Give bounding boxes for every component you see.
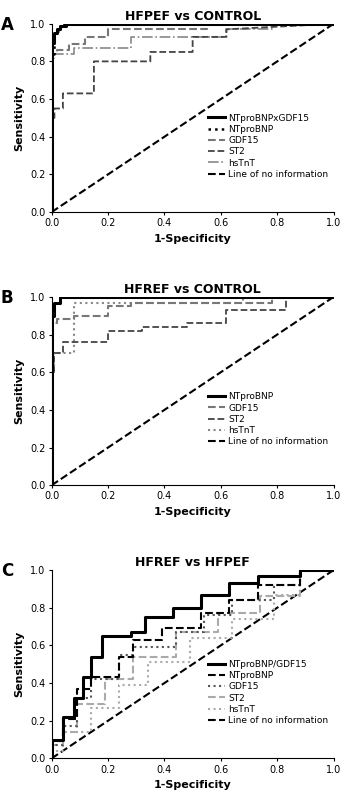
Legend: NTproBNPxGDF15, NTproBNP, GDF15, ST2, hsTnT, Line of no information: NTproBNPxGDF15, NTproBNP, GDF15, ST2, hs… [207,113,329,179]
Legend: NTproBNP, GDF15, ST2, hsTnT, Line of no information: NTproBNP, GDF15, ST2, hsTnT, Line of no … [207,391,329,447]
Y-axis label: Sensitivity: Sensitivity [14,85,24,151]
Text: B: B [1,289,13,307]
X-axis label: 1-Specificity: 1-Specificity [154,234,232,244]
X-axis label: 1-Specificity: 1-Specificity [154,507,232,517]
Title: HFREF vs HFPEF: HFREF vs HFPEF [135,556,250,569]
Y-axis label: Sensitivity: Sensitivity [14,631,24,698]
Text: A: A [1,16,14,34]
Title: HFPEF vs CONTROL: HFPEF vs CONTROL [125,9,261,23]
Legend: NTproBNP/GDF15, NTproBNP, GDF15, ST2, hsTnT, Line of no information: NTproBNP/GDF15, NTproBNP, GDF15, ST2, hs… [207,659,329,726]
Text: C: C [1,562,13,581]
Title: HFREF vs CONTROL: HFREF vs CONTROL [124,283,261,295]
X-axis label: 1-Specificity: 1-Specificity [154,781,232,790]
Y-axis label: Sensitivity: Sensitivity [14,358,24,424]
